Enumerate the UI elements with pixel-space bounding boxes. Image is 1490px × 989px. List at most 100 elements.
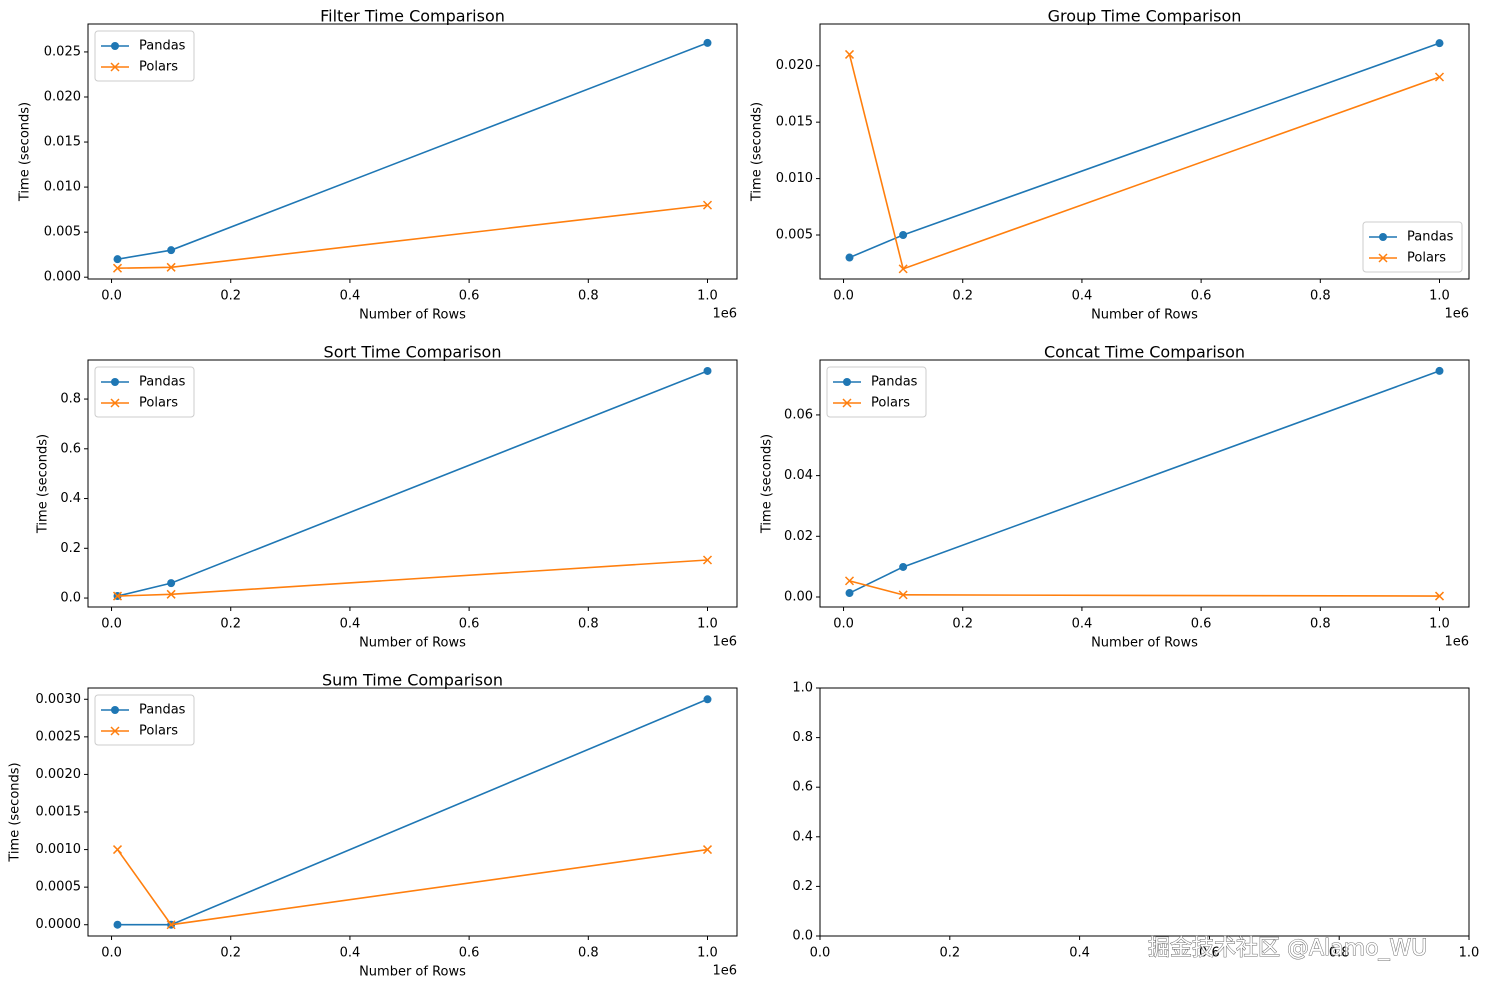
marker	[702, 555, 713, 565]
marker	[703, 695, 712, 704]
y-tick-label: 0.2	[792, 879, 813, 894]
marker	[898, 590, 908, 600]
marker	[702, 200, 713, 210]
marker	[167, 579, 176, 588]
legend-label: Polars	[871, 396, 910, 411]
x-tick-label: 0.6	[459, 289, 480, 304]
marker	[1379, 233, 1387, 241]
x-tick-label: 0.4	[340, 946, 361, 961]
x-tick-label: 1.0	[697, 617, 718, 632]
x-offset-label: 1e6	[712, 635, 737, 650]
y-tick-label: 0.4	[792, 829, 813, 844]
marker	[899, 562, 908, 571]
y-tick-label: 0.020	[44, 89, 81, 104]
legend-label: Polars	[139, 396, 178, 411]
y-tick-label: 0.4	[60, 491, 81, 506]
x-tick-label: 1.0	[1429, 289, 1450, 304]
marker	[845, 589, 854, 598]
y-tick-label: 0.005	[776, 227, 813, 242]
axes-frame	[819, 687, 1470, 937]
marker	[843, 378, 851, 386]
y-axis-label: Time (seconds)	[8, 762, 23, 862]
marker	[1435, 366, 1444, 375]
marker	[898, 264, 908, 274]
x-tick-label: 0.4	[340, 617, 361, 632]
x-tick-label: 0.8	[1310, 617, 1331, 632]
marker	[844, 576, 855, 586]
y-tick-label: 0.005	[44, 225, 81, 240]
x-tick-label: 0.4	[1069, 946, 1090, 961]
y-tick-label: 0.8	[792, 730, 813, 745]
marker	[110, 62, 120, 72]
line	[116, 848, 708, 926]
marker	[167, 246, 176, 255]
axes-frame	[87, 359, 738, 608]
x-tick-label: 0.2	[952, 617, 973, 632]
legend-box	[94, 366, 195, 418]
axes-frame	[819, 23, 1470, 280]
marker	[110, 726, 120, 736]
marker	[845, 253, 854, 262]
x-axis-label: Number of Rows	[359, 308, 466, 323]
x-axis-label: Number of Rows	[359, 636, 466, 651]
x-tick-label: 1.0	[697, 946, 718, 961]
marker	[110, 398, 120, 408]
legend-box	[826, 366, 927, 418]
chart-title: Sum Time Comparison	[322, 671, 503, 690]
x-tick-label: 0.2	[952, 289, 973, 304]
marker	[844, 49, 855, 59]
chart-title: Group Time Comparison	[1048, 7, 1242, 26]
marker	[703, 366, 712, 375]
x-tick-label: 0.0	[810, 946, 831, 961]
line	[848, 54, 1440, 270]
x-axis-label: Number of Rows	[1091, 636, 1198, 651]
x-tick-label: 0.0	[833, 617, 854, 632]
axes-frame	[819, 359, 1470, 608]
x-tick-label: 1.0	[1459, 946, 1480, 961]
legend-label: Polars	[1407, 251, 1446, 266]
legend-label: Polars	[139, 724, 178, 739]
x-tick-label: 0.6	[1191, 617, 1212, 632]
marker	[111, 706, 119, 714]
x-tick-label: 0.2	[220, 946, 241, 961]
x-offset-label: 1e6	[1444, 307, 1469, 322]
x-tick-label: 0.8	[1329, 946, 1350, 961]
x-tick-label: 0.6	[459, 946, 480, 961]
x-tick-label: 0.6	[1191, 289, 1212, 304]
y-tick-label: 0.010	[776, 171, 813, 186]
y-tick-label: 0.04	[784, 468, 813, 483]
x-tick-label: 0.8	[578, 617, 599, 632]
y-tick-label: 0.0	[60, 591, 81, 606]
marker	[1434, 72, 1445, 82]
marker	[113, 255, 122, 264]
x-offset-label: 1e6	[1444, 635, 1469, 650]
y-tick-label: 0.6	[792, 780, 813, 795]
legend-box	[94, 30, 195, 82]
y-tick-label: 0.0000	[36, 917, 82, 932]
line	[117, 559, 708, 597]
x-offset-label: 1e6	[712, 307, 737, 322]
x-tick-label: 0.8	[1310, 289, 1331, 304]
marker	[166, 262, 176, 272]
y-tick-label: 0.025	[44, 44, 81, 59]
x-tick-label: 0.0	[101, 946, 122, 961]
x-tick-label: 0.8	[578, 946, 599, 961]
legend-label: Pandas	[1407, 230, 1454, 245]
legend-box	[1362, 221, 1463, 273]
y-tick-label: 0.0	[792, 929, 813, 944]
marker	[112, 263, 123, 273]
y-tick-label: 0.06	[784, 407, 813, 422]
legend-label: Pandas	[871, 375, 918, 390]
marker	[703, 38, 712, 47]
marker	[112, 591, 123, 601]
y-tick-label: 0.6	[60, 441, 81, 456]
x-tick-label: 0.4	[1072, 617, 1093, 632]
line	[117, 370, 708, 597]
y-tick-label: 0.015	[776, 115, 813, 130]
marker	[702, 845, 713, 855]
x-tick-label: 0.4	[340, 289, 361, 304]
y-tick-label: 0.02	[784, 529, 813, 544]
x-tick-label: 0.0	[101, 289, 122, 304]
watermark: 掘金技术社区 @Alamo_WU	[1148, 936, 1427, 961]
legend-label: Pandas	[139, 39, 186, 54]
